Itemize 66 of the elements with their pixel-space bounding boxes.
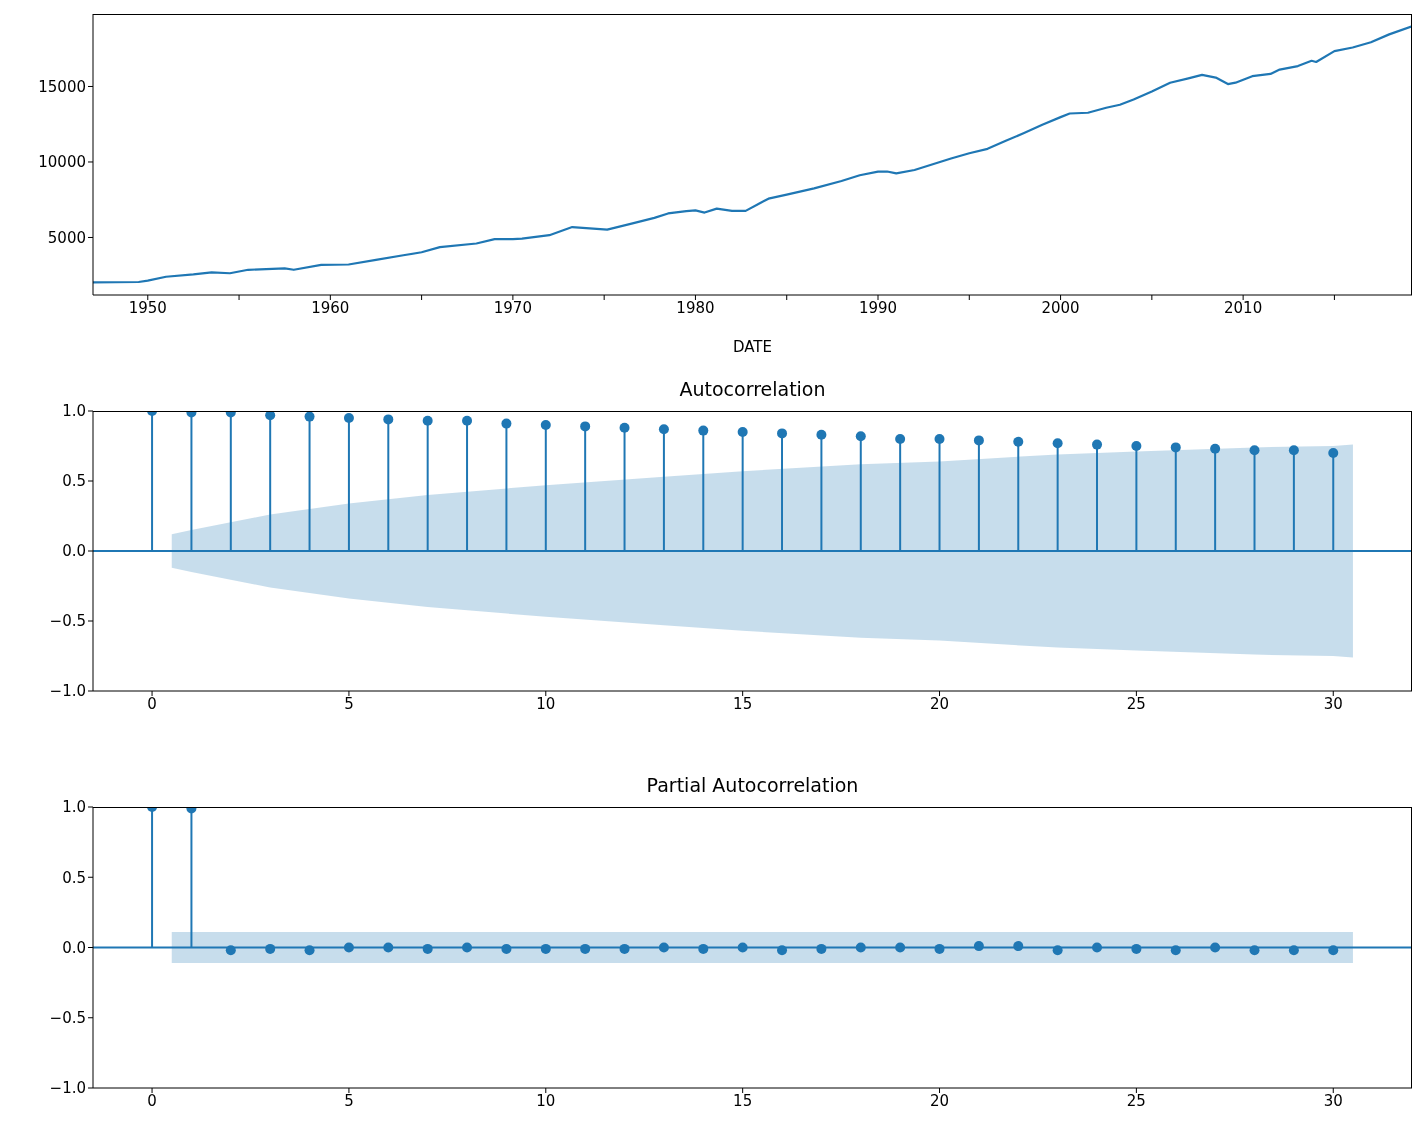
y-tick-label: 5000 [47,228,86,247]
point [698,943,709,954]
point [422,943,433,954]
y-tick-label: −1.0 [49,682,86,701]
y-tick-label: 0.5 [62,868,86,887]
x-tick-label: 25 [1126,1091,1146,1110]
y-tick-label: −1.0 [49,1079,86,1098]
x-tick-label: 10 [536,694,556,713]
x-tick-label: 0 [147,694,157,713]
point [1170,945,1181,956]
y-tick-label: 0.0 [62,938,86,957]
x-tick-label: 2010 [1224,298,1263,317]
point [855,942,866,953]
point [1249,945,1260,956]
x-tick-label: 25 [1126,694,1146,713]
point [265,943,276,954]
x-tick-label: 20 [929,694,950,713]
x-tick-label: 1950 [128,298,167,317]
point [737,942,748,953]
x-tick-label: 15 [733,694,753,713]
x-tick-label: 0 [147,1091,157,1110]
point [1210,942,1221,953]
y-tick-label: 0.0 [62,542,86,561]
y-tick-label: 15000 [38,77,86,96]
chart-title: Partial Autocorrelation [645,773,860,797]
point [343,942,354,953]
x-tick-label: 5 [344,1091,354,1110]
point [619,943,630,954]
point [501,943,512,954]
x-tick-label: 15 [733,1091,753,1110]
point [1131,943,1142,954]
y-tick-label: 1.0 [62,402,86,421]
point [304,945,315,956]
point [1288,945,1299,956]
y-tick-label: 0.5 [62,472,86,491]
x-tick-label: 30 [1323,694,1343,713]
chart-title: Autocorrelation [678,377,827,401]
point [383,942,394,953]
x-axis-title: DATE [732,338,773,356]
point [934,943,945,954]
x-tick-label: 20 [929,1091,950,1110]
y-tick-label: −0.5 [49,612,86,631]
x-tick-label: 5 [344,694,354,713]
point [973,941,984,952]
point [777,945,788,956]
y-tick-label: −0.5 [49,1009,86,1028]
point [225,945,236,956]
point [658,942,669,953]
x-tick-label: 30 [1323,1091,1343,1110]
point [580,943,591,954]
x-tick-label: 1970 [493,298,532,317]
y-tick-label: 1.0 [62,798,86,817]
x-tick-label: 10 [536,1091,556,1110]
x-tick-label: 1960 [311,298,350,317]
point [540,943,551,954]
point [1052,945,1063,956]
x-tick-label: 2000 [1041,298,1080,317]
y-tick-label: 10000 [38,153,86,172]
x-tick-label: 1980 [676,298,715,317]
point [895,942,906,953]
point [1092,942,1103,953]
point [1328,945,1339,956]
point [1013,941,1024,952]
point [462,942,473,953]
point [816,943,827,954]
x-tick-label: 1990 [858,298,898,317]
